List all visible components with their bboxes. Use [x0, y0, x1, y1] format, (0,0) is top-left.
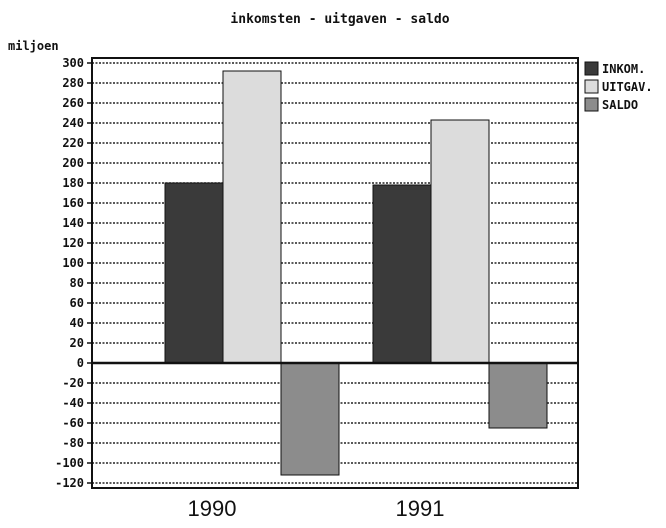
y-tick-label: 300 — [62, 56, 84, 70]
bar-uitgav-1991 — [430, 119, 490, 364]
y-tick-label: -60 — [62, 416, 84, 430]
y-tick-label: 20 — [70, 336, 84, 350]
y-tick-label: 100 — [62, 256, 84, 270]
y-tick-label: -120 — [55, 476, 84, 490]
bar-saldo-1990 — [280, 362, 340, 476]
bars — [164, 70, 548, 476]
legend-label: INKOM. — [602, 62, 645, 76]
bar-inkom-1991 — [372, 184, 432, 364]
y-tick-label: 260 — [62, 96, 84, 110]
legend-swatch — [584, 79, 599, 94]
y-tick-label: -40 — [62, 396, 84, 410]
y-tick-label: 60 — [70, 296, 84, 310]
y-tick-label: 140 — [62, 216, 84, 230]
y-tick-label: 80 — [70, 276, 84, 290]
legend-swatch — [584, 97, 599, 112]
legend-swatch — [584, 61, 599, 76]
legend: INKOM. UITGAV. SALDO — [584, 61, 653, 112]
y-tick-label: 180 — [62, 176, 84, 190]
y-tick-label: 0 — [77, 356, 84, 370]
chart-title: inkomsten - uitgaven - saldo — [230, 12, 449, 27]
y-tick-label: -20 — [62, 376, 84, 390]
y-tick-label: 120 — [62, 236, 84, 250]
y-axis-unit-label: miljoen — [8, 39, 59, 53]
bar-uitgav-1990 — [222, 70, 282, 364]
plot-frame — [91, 57, 579, 489]
x-category-label: 1990 — [188, 496, 237, 521]
x-category-label: 1991 — [396, 496, 445, 521]
legend-label: UITGAV. — [602, 80, 653, 94]
y-tick-label: 220 — [62, 136, 84, 150]
legend-label: SALDO — [602, 98, 638, 112]
y-tick-label: -80 — [62, 436, 84, 450]
y-axis-tick-labels: 3002802602402202001801601401201008060402… — [55, 56, 84, 490]
y-tick-label: 240 — [62, 116, 84, 130]
bar-inkom-1990 — [164, 182, 224, 364]
y-tick-label: 160 — [62, 196, 84, 210]
y-tick-label: 200 — [62, 156, 84, 170]
y-tick-label: 280 — [62, 76, 84, 90]
x-axis-category-labels: 1990 1991 — [188, 496, 445, 521]
bar-saldo-1991 — [488, 362, 548, 429]
y-tick-label: -100 — [55, 456, 84, 470]
y-tick-label: 40 — [70, 316, 84, 330]
